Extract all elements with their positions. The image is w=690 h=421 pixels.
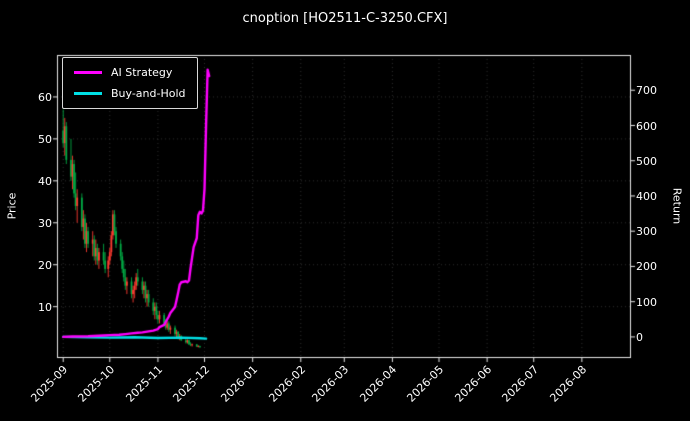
return-tick-label: 300 [636,225,657,238]
price-tick-label: 40 [38,175,52,188]
return-tick-label: 200 [636,260,657,273]
legend: AI Strategy Buy-and-Hold [62,57,198,109]
legend-item-buy-and-hold: Buy-and-Hold [74,87,186,100]
price-tick-label: 60 [38,91,52,104]
return-tick-label: 700 [636,84,657,97]
price-tick-label: 10 [38,301,52,314]
return-tick-label: 500 [636,155,657,168]
price-tick-label: 20 [38,259,52,272]
return-tick-label: 0 [636,331,643,344]
ai-strategy-line-swatch [74,71,102,74]
price-axis-label: Price [5,192,19,220]
legend-label: Buy-and-Hold [111,87,186,100]
buy-and-hold-line-swatch [74,92,102,95]
legend-label: AI Strategy [111,66,173,79]
return-axis-label: Return [670,187,684,225]
price-tick-label: 50 [38,133,52,146]
return-tick-label: 400 [636,190,657,203]
legend-item-ai-strategy: AI Strategy [74,66,186,79]
return-tick-label: 100 [636,296,657,309]
return-tick-label: 600 [636,120,657,133]
price-tick-label: 30 [38,217,52,230]
